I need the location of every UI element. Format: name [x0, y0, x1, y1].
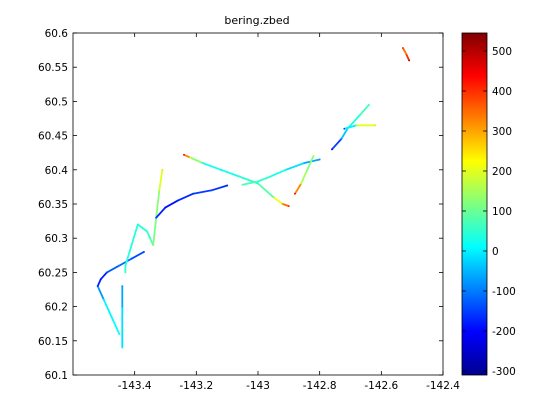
track-point [340, 138, 342, 140]
track-point [374, 124, 376, 126]
track-point [118, 333, 120, 335]
track-point [405, 53, 407, 55]
track-point [257, 181, 259, 183]
track-point [183, 154, 185, 156]
y-tick-label: 60.45 [38, 131, 68, 143]
colorbar-gradient [462, 33, 487, 375]
track-point [121, 306, 123, 308]
track-point [106, 272, 108, 274]
survey-track [121, 285, 123, 348]
chart-title: bering.zbed [224, 14, 289, 27]
track-point [273, 196, 275, 198]
colorbar-tick-label: 200 [492, 166, 512, 178]
track-point [294, 193, 296, 195]
track-point [152, 244, 154, 246]
colorbar-tick-label: 100 [492, 206, 512, 218]
y-tick-label: 60.1 [45, 370, 68, 382]
y-tick-label: 60.2 [45, 302, 68, 314]
track-point [220, 169, 222, 171]
x-tick-label: -143.4 [118, 380, 152, 392]
track-point [137, 224, 139, 226]
track-point [177, 200, 179, 202]
track-point [143, 251, 145, 253]
track-point [306, 169, 308, 171]
x-tick-label: -142.6 [364, 380, 398, 392]
plot-frame [73, 33, 443, 375]
colorbar: -300 -200 -100 0 100 200 300 400 500 [462, 33, 516, 378]
track-point [165, 207, 167, 209]
y-tick-label: 60.3 [45, 233, 68, 245]
track-point [242, 184, 244, 186]
x-tick-label: -142.8 [303, 380, 337, 392]
colorbar-tick-label: -200 [492, 326, 516, 338]
track-point [125, 265, 127, 267]
track-point [269, 176, 271, 178]
y-tick-label: 60.6 [45, 28, 69, 40]
track-point [125, 272, 127, 274]
track-point [288, 205, 290, 207]
y-tick-label: 60.15 [38, 336, 68, 348]
track-point [100, 278, 102, 280]
x-tick-label: -142.4 [426, 380, 460, 392]
y-tick-label: 60.5 [45, 96, 68, 108]
track-point [192, 193, 194, 195]
track-point [211, 189, 213, 191]
track-point [402, 47, 404, 49]
track-point [285, 169, 287, 171]
track-point [313, 155, 315, 157]
track-point [408, 60, 410, 62]
track-point [257, 183, 259, 185]
track-point [368, 104, 370, 106]
track-point [158, 189, 160, 191]
plot-area: -143.4 -143.2 -143 -142.8 -142.6 -142.4 60.1 6… [38, 28, 460, 392]
track-point [359, 114, 361, 116]
track-point [97, 285, 99, 287]
y-tick-label: 60.35 [38, 199, 68, 211]
x-tick-label: -143 [246, 380, 270, 392]
track-point [343, 128, 345, 130]
y-tick-label: 60.55 [38, 62, 68, 74]
track-point [162, 169, 164, 171]
colorbar-tick-label: 300 [492, 126, 512, 138]
track-point [103, 299, 105, 301]
track-point [239, 176, 241, 178]
colorbar-tick-label: -100 [492, 286, 516, 298]
colorbar-tick-label: 500 [492, 46, 512, 58]
track-point [331, 148, 333, 150]
track-point [300, 183, 302, 185]
track-point [121, 285, 123, 287]
track-point [303, 162, 305, 164]
y-tick-label: 60.25 [38, 267, 68, 279]
track-point [356, 124, 358, 126]
track-point [149, 237, 151, 239]
track-point [118, 265, 120, 267]
track-point [112, 319, 114, 321]
x-tick-label: -143.2 [179, 380, 213, 392]
track-point [121, 347, 123, 349]
y-tick-label: 60.4 [45, 165, 69, 177]
track-point [146, 231, 148, 233]
track-point [282, 203, 284, 205]
colorbar-tick-label: 0 [492, 246, 499, 258]
track-point [226, 185, 228, 187]
track-point [155, 217, 157, 219]
track-point [319, 159, 321, 161]
colorbar-tick-label: -300 [492, 366, 516, 378]
track-point [131, 258, 133, 260]
track-point [202, 162, 204, 164]
track-point [189, 157, 191, 159]
colorbar-tick-label: 400 [492, 86, 512, 98]
